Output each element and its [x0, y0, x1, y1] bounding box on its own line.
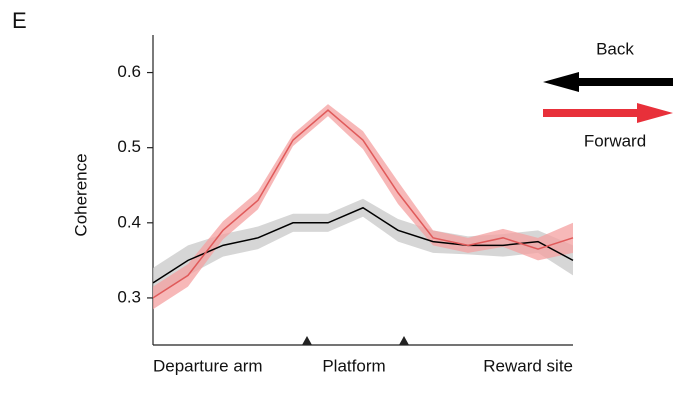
- region-label: Departure arm: [153, 356, 263, 375]
- legend-label: Forward: [584, 131, 646, 150]
- legend-label: Back: [596, 39, 634, 58]
- y-axis-label: Coherence: [71, 153, 90, 236]
- y-tick-label: 0.4: [117, 212, 141, 231]
- region-marker: [302, 336, 312, 345]
- region-label: Platform: [322, 356, 385, 375]
- y-tick-label: 0.6: [117, 62, 141, 81]
- panel-label: E: [12, 8, 27, 33]
- legend-arrow: [543, 103, 673, 123]
- region-marker: [399, 336, 409, 345]
- series-line: [152, 109, 574, 299]
- legend-arrow: [543, 72, 673, 92]
- y-tick-label: 0.5: [117, 137, 141, 156]
- y-tick-label: 0.3: [117, 287, 141, 306]
- region-label: Reward site: [483, 356, 573, 375]
- series-line: [152, 206, 574, 284]
- error-band: [153, 104, 573, 310]
